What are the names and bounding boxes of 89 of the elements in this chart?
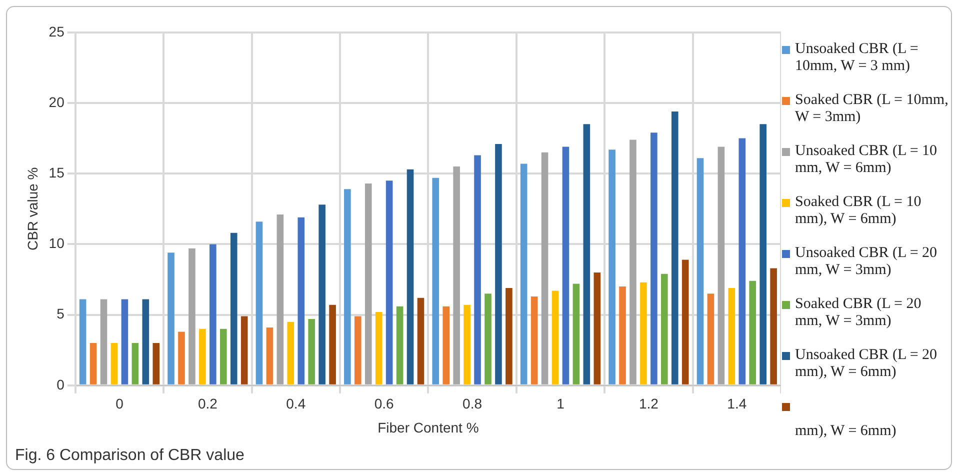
bar <box>442 306 450 384</box>
bar <box>630 140 636 384</box>
y-axis-title: CBR value % <box>24 167 40 251</box>
bar <box>344 189 351 384</box>
bar <box>506 288 512 384</box>
bar <box>562 146 570 384</box>
bar <box>619 286 626 384</box>
x-axis-title: Fiber Content % <box>378 419 479 436</box>
bar <box>298 217 305 384</box>
legend-label: Soaked CBR (L = 20 mm, W = 3mm) <box>795 296 922 330</box>
bar <box>375 312 382 384</box>
bar <box>142 299 150 384</box>
bar <box>738 138 746 384</box>
y-tick-label: 15 <box>48 164 65 180</box>
bar <box>132 343 139 384</box>
bar <box>520 164 528 384</box>
bar <box>661 274 668 384</box>
x-tick-label: 0.6 <box>374 396 394 412</box>
bar <box>552 290 559 384</box>
bar <box>464 304 470 384</box>
legend-label: Unsoaked CBR (L = 20 mm, W = 3mm) <box>795 245 938 279</box>
y-tick-label: 0 <box>56 376 65 392</box>
bar <box>240 316 248 384</box>
bar <box>287 322 294 384</box>
bar <box>432 178 440 384</box>
legend-label: Unsoaked CBR (L = 10 mm, W = 6mm) <box>795 143 938 177</box>
bar <box>760 124 766 384</box>
bar <box>354 316 362 384</box>
x-tick-label: 0 <box>116 396 124 412</box>
bar <box>474 155 481 384</box>
x-tick-label: 0.2 <box>198 396 218 412</box>
bar <box>453 166 460 384</box>
bar <box>386 180 393 384</box>
bar <box>749 280 756 384</box>
x-tick-label: 1 <box>556 396 565 412</box>
bar <box>318 204 326 384</box>
text: mm), W = 6mm) <box>795 422 896 440</box>
x-tick-label: 0.8 <box>462 396 482 412</box>
bar <box>608 150 616 384</box>
bar <box>572 284 580 384</box>
bar <box>152 343 160 384</box>
bar <box>728 288 736 384</box>
bar <box>100 299 108 384</box>
bar <box>583 124 590 384</box>
bar <box>276 214 284 384</box>
caption: Fig. 6 Comparison of CBR value <box>15 447 244 465</box>
bar <box>308 319 315 384</box>
bar <box>90 343 97 384</box>
bar <box>178 332 185 384</box>
bar <box>210 244 216 384</box>
bar <box>121 299 128 384</box>
y-tick-label: 5 <box>56 306 65 322</box>
bar <box>770 268 777 384</box>
bar <box>230 232 238 384</box>
legend-label: Soaked CBR (L = 10mm, W = 3mm) <box>795 92 950 126</box>
y-tick-label: 20 <box>48 94 65 110</box>
legend-label: Unsoaked CBR (L = 10mm, W = 3 mm) <box>795 41 920 75</box>
bar <box>168 252 174 384</box>
bar <box>484 294 492 384</box>
bar <box>650 132 658 384</box>
bar <box>530 296 538 384</box>
bar <box>718 146 725 384</box>
bar <box>541 152 548 384</box>
bar <box>594 272 601 384</box>
bar <box>696 158 704 384</box>
bar <box>256 222 263 384</box>
bar <box>364 183 372 384</box>
y-tick-label: 10 <box>48 235 65 252</box>
bar <box>199 328 206 384</box>
bar <box>495 144 502 384</box>
bar <box>79 299 86 384</box>
bar <box>110 343 118 384</box>
bar <box>671 111 678 384</box>
bar <box>406 169 414 384</box>
x-tick-label: 1.2 <box>638 396 659 412</box>
bar <box>682 260 689 384</box>
x-tick-label: 0.4 <box>286 396 306 412</box>
bar <box>220 328 227 384</box>
bar <box>707 294 714 384</box>
legend-label: Unsoaked CBR (L = 20 mm), W = 6mm) <box>795 347 938 381</box>
x-tick-label: 1.4 <box>727 396 747 412</box>
bar <box>396 306 404 384</box>
bar <box>640 282 647 384</box>
y-tick-label: 25 <box>48 23 65 40</box>
bar <box>329 304 336 384</box>
bar <box>266 328 274 384</box>
legend-label: Soaked CBR (L = 10 mm), W = 6mm) <box>795 194 922 228</box>
bar <box>417 298 424 384</box>
bar <box>188 248 196 384</box>
